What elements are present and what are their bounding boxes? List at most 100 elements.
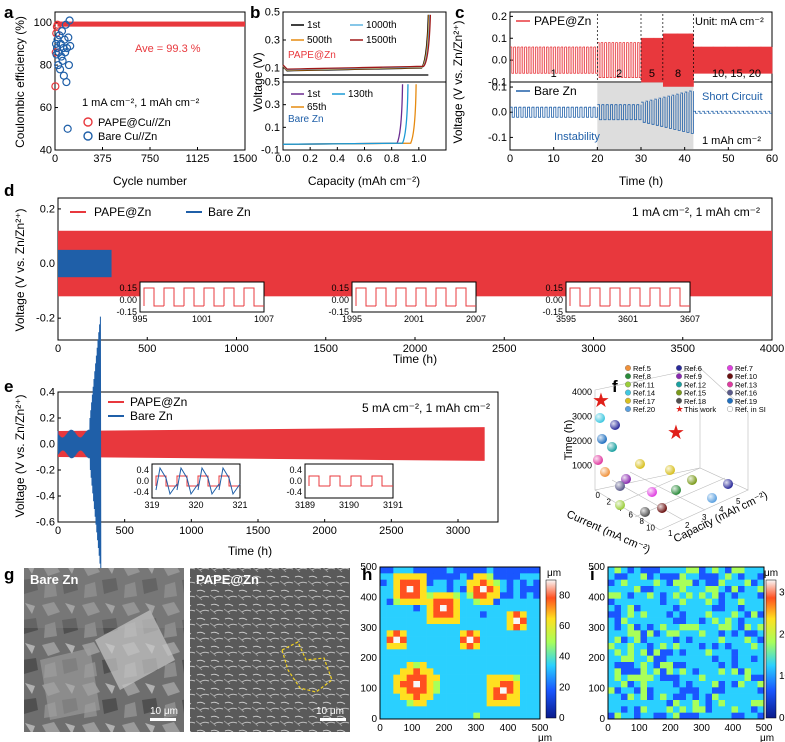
heat-cell (513, 611, 521, 618)
heat-cell (486, 611, 494, 618)
heat-cell (666, 693, 674, 701)
heat-cell (533, 617, 541, 625)
heat-cell (420, 649, 427, 656)
heat-cell (653, 592, 661, 599)
d-inset-wave (569, 287, 690, 307)
heat-cell (673, 681, 680, 688)
heat-cell (731, 586, 739, 593)
heat-cell (686, 706, 693, 713)
heat-cell (506, 674, 514, 682)
d-inset-xtick: 2001 (404, 314, 424, 324)
heat-cell (621, 674, 628, 682)
heat-cell (480, 598, 487, 606)
f-ztick: 2000 (572, 436, 592, 446)
heat-cell (686, 687, 693, 694)
heat-cell (406, 649, 414, 656)
heat-cell (673, 630, 680, 637)
heat-cell (380, 681, 387, 688)
panel-i-ticks: 0 100 200 300 400 500 0 100 200 300 400 500 0 10 20 30 (588, 562, 785, 734)
map-ytick: 400 (360, 592, 377, 603)
heat-cell (647, 636, 654, 644)
heat-cell (453, 598, 461, 606)
heat-cell (666, 611, 674, 618)
heat-cell (453, 567, 461, 574)
heat-cell (731, 567, 739, 574)
heat-cell (738, 605, 745, 612)
heat-cell (751, 598, 758, 606)
d-inset-wave (355, 287, 476, 307)
panel-f-zticks: 1000 2000 3000 4000 (572, 387, 592, 470)
heat-cell (699, 611, 706, 618)
heat-cell (533, 700, 541, 707)
heat-cell (380, 624, 387, 631)
heat-cell (692, 712, 700, 720)
heat-cell (738, 611, 745, 618)
heat-cell (725, 706, 732, 713)
heat-cell (705, 592, 713, 599)
map-ytick: 300 (588, 623, 605, 634)
heat-cell (738, 573, 745, 580)
heat-cell (621, 712, 628, 720)
heat-cell (386, 592, 394, 599)
heat-cell (692, 706, 700, 713)
heat-cell (386, 579, 394, 587)
heat-cell (751, 611, 758, 618)
heat-cell (608, 643, 615, 650)
b-ytick-bottom-label: 0.3 (265, 99, 280, 111)
heat-cell (738, 674, 745, 682)
heat-cell (666, 586, 674, 593)
heat-cell (400, 624, 407, 631)
heat-cell (473, 592, 481, 599)
heat-cell (686, 586, 693, 593)
heat-cell (718, 592, 726, 599)
heat-cell (433, 573, 441, 580)
d-inset-xtick: 995 (132, 314, 147, 324)
heat-cell (757, 586, 765, 593)
heat-cell (520, 636, 527, 644)
heat-cell (380, 630, 387, 637)
f-legend-marker (625, 389, 632, 396)
heat-cell (686, 611, 693, 618)
heat-cell (526, 630, 534, 637)
heat-cell (679, 706, 687, 713)
panel-label-g: g (4, 565, 14, 584)
heat-cell (705, 567, 713, 574)
heat-cell (666, 579, 674, 587)
heat-cell (433, 693, 441, 701)
f-legend-label: Ref.17 (633, 397, 655, 406)
heat-cell (647, 630, 654, 637)
heat-cell (640, 706, 648, 713)
heat-cell (460, 649, 467, 656)
e-inset-bare-wave (155, 466, 241, 496)
heat-cell (621, 681, 628, 688)
heat-cell (692, 662, 700, 669)
heat-cell (446, 617, 454, 625)
heat-cell (647, 598, 654, 606)
heat-cell (718, 567, 726, 574)
b-xtick-label: 0.8 (384, 153, 399, 165)
heat-cell (686, 598, 693, 606)
c-xtick-label: 20 (591, 153, 603, 165)
heat-cell (473, 668, 481, 675)
heat-cell (705, 687, 713, 694)
e-inset-ytick: 0.4 (136, 465, 149, 475)
heat-cell (433, 649, 441, 656)
heat-cell (400, 630, 407, 637)
heat-cell (460, 668, 467, 675)
heat-cell (634, 681, 641, 688)
heat-cell (634, 712, 641, 720)
b-xtick-label: 1.0 (411, 153, 426, 165)
heat-cell (718, 662, 726, 669)
heat-cell (400, 573, 407, 580)
heat-cell (386, 624, 394, 631)
heat-cell (393, 573, 401, 580)
panel-a-data (51, 16, 246, 133)
heat-cell (673, 674, 680, 682)
heat-cell (653, 636, 661, 644)
heat-cell (420, 630, 427, 637)
e-ytick-label: -0.4 (36, 491, 55, 503)
heat-cell (608, 681, 615, 688)
heat-cell (692, 655, 700, 663)
heat-cell (614, 636, 622, 644)
heat-cell (712, 643, 719, 650)
